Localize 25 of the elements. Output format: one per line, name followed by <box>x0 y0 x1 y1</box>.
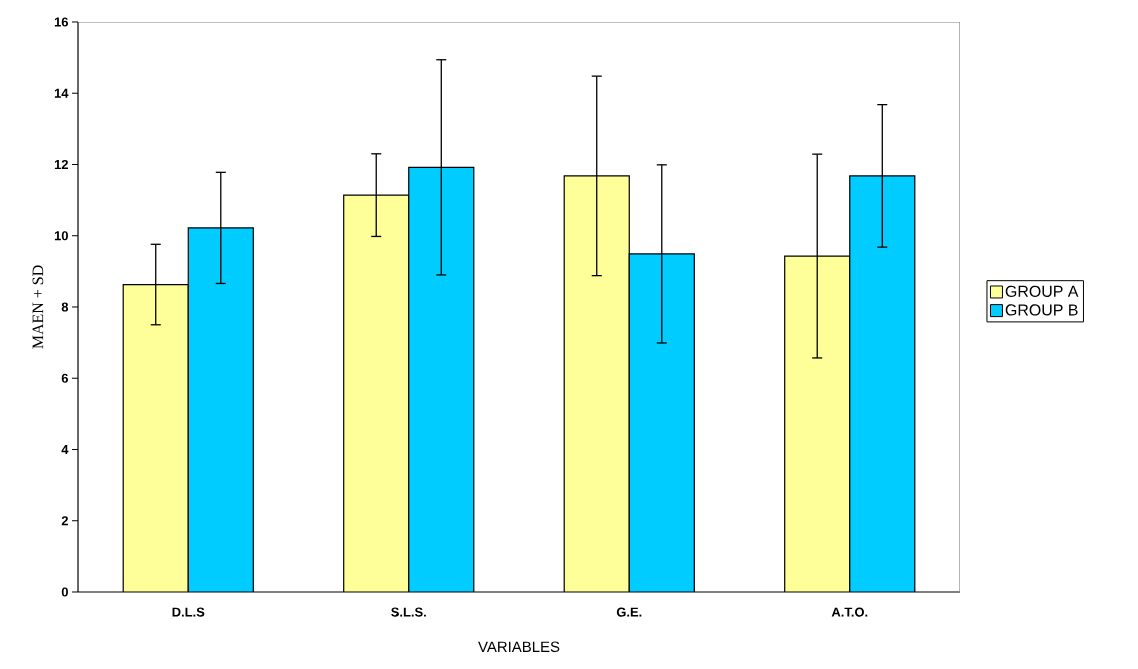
y-tick-label: 10 <box>54 231 68 241</box>
x-axis-title: VARIABLES <box>478 641 560 653</box>
y-tick-label: 6 <box>61 373 69 383</box>
bar <box>629 253 695 592</box>
y-tick-label: 2 <box>61 516 68 526</box>
y-axis-title: MAEN + SD <box>32 265 44 349</box>
bar <box>123 284 189 592</box>
legend-label: GROUP B <box>1005 304 1078 316</box>
bar <box>408 167 474 592</box>
bar <box>188 227 254 592</box>
y-tick-label: 14 <box>54 88 69 98</box>
legend-label: GROUP A <box>1005 285 1079 297</box>
x-tick-label: A.T.O. <box>831 607 868 617</box>
bar <box>564 175 630 592</box>
x-tick-label: S.L.S. <box>391 607 426 617</box>
bar <box>849 175 916 592</box>
x-tick-label: D.L.S <box>172 607 205 617</box>
y-tick-label: 12 <box>54 159 68 170</box>
x-tick-label: G.E. <box>616 607 642 617</box>
bar <box>343 195 409 592</box>
y-tick-label: 16 <box>54 17 69 27</box>
y-tick-label: 4 <box>61 445 69 454</box>
bar <box>784 255 851 592</box>
y-tick-label: 8 <box>61 302 69 312</box>
y-tick-label: 0 <box>61 587 68 597</box>
